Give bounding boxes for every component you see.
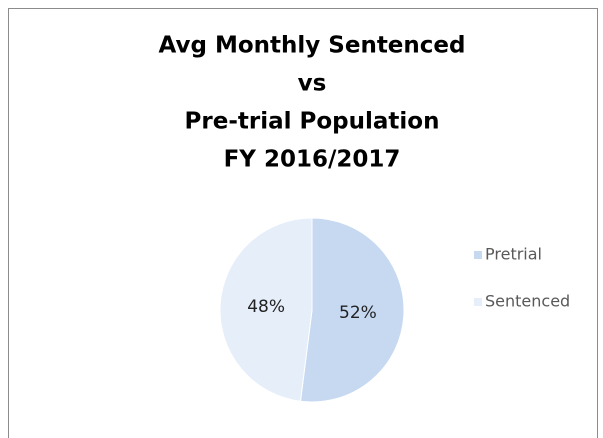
legend-label: Sentenced [485,292,570,311]
chart-title: FY 2016/2017 [224,147,401,173]
legend-swatch [474,251,482,259]
data-label: 52% [339,303,377,323]
legend-swatch [474,298,482,306]
chart-title: vs [298,71,327,97]
pie-slice [219,217,313,402]
legend-label: Pretrial [485,245,542,264]
data-label: 48% [247,297,285,317]
chart-title: Avg Monthly Sentenced [159,33,466,59]
chart-title: Pre-trial Population [185,109,440,135]
pie-slice [299,217,405,403]
